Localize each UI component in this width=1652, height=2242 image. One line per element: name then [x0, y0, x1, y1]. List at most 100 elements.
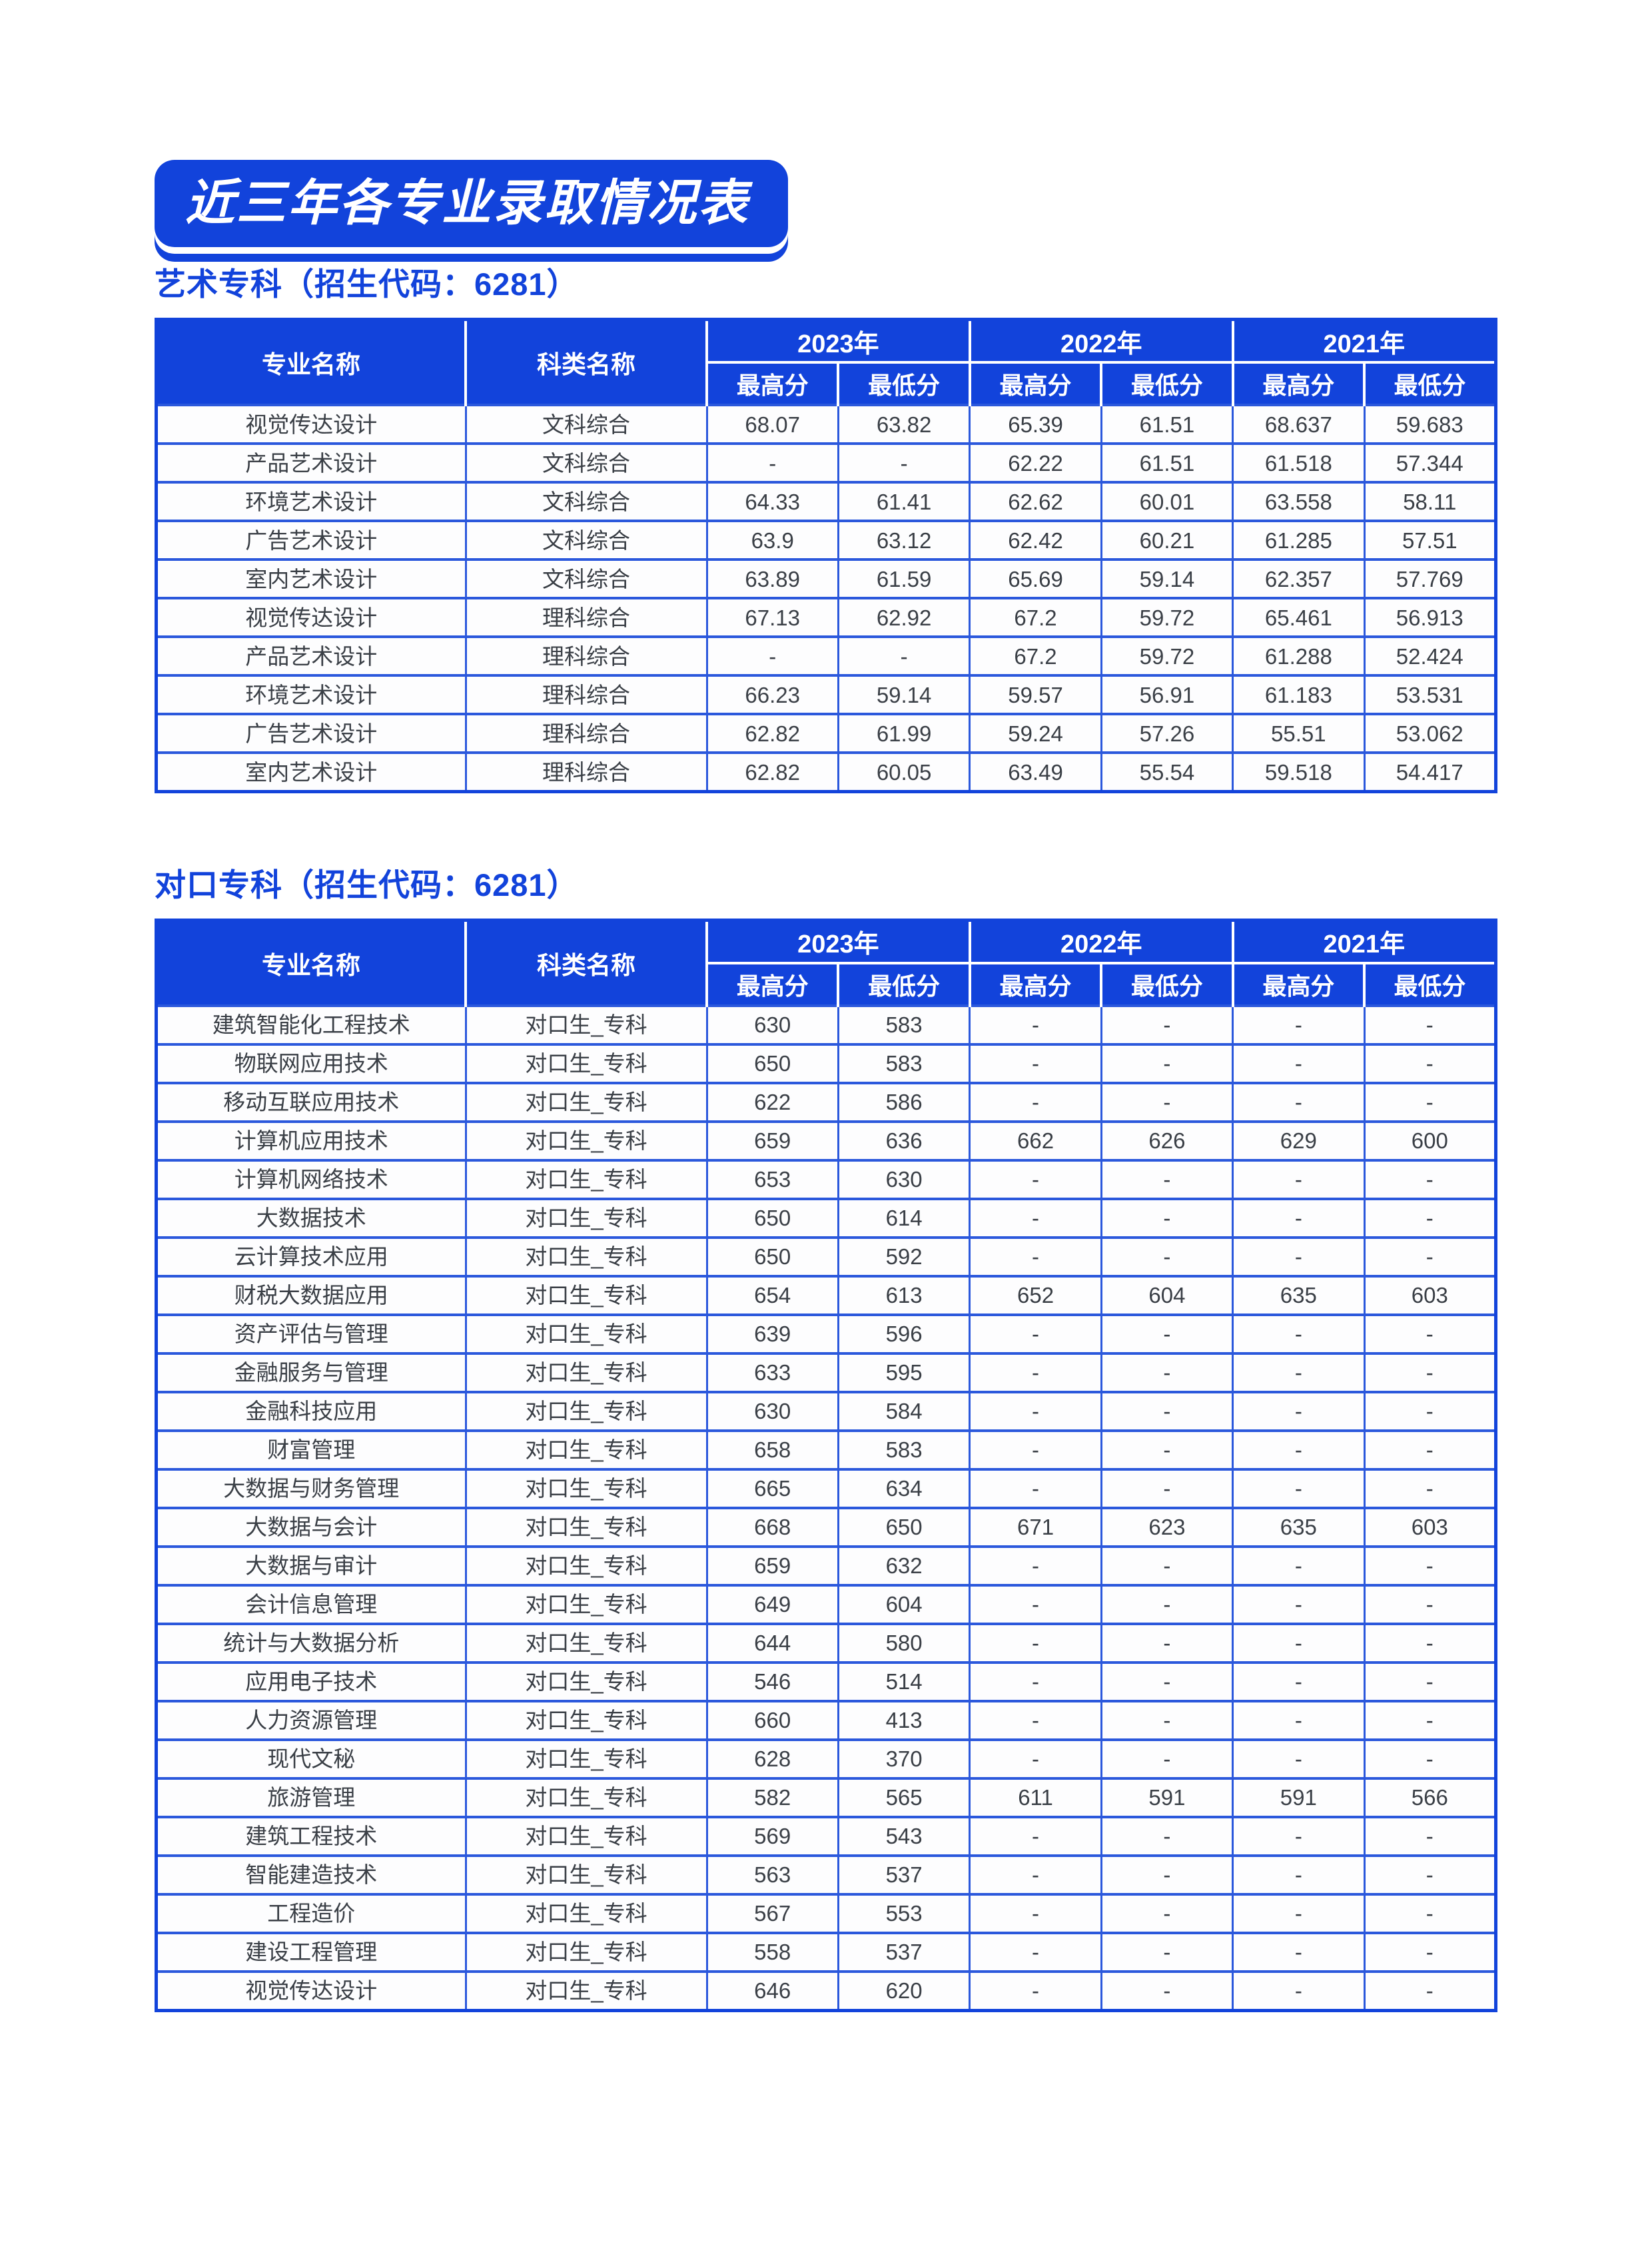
major-cell: 产品艺术设计: [155, 442, 467, 484]
score-cell: 63.9: [705, 520, 839, 561]
score-cell: 563: [705, 1854, 839, 1896]
table-row: 资产评估与管理 对口生_专科 639 596 - - - -: [155, 1313, 1497, 1355]
score-cell: -: [1232, 1892, 1366, 1934]
score-cell: -: [1232, 1351, 1366, 1393]
category-cell: 理科综合: [464, 713, 708, 754]
score-cell: 558: [705, 1931, 839, 1973]
min-score-header: 最低分: [1100, 361, 1234, 406]
score-cell: 59.57: [969, 674, 1102, 715]
score-cell: 611: [969, 1776, 1102, 1818]
score-cell: 370: [837, 1738, 971, 1780]
table-row: 建设工程管理 对口生_专科 558 537 - - - -: [155, 1931, 1497, 1973]
score-cell: 595: [837, 1351, 971, 1393]
major-col-header: 专业名称: [155, 318, 468, 406]
year-header-row: 专业名称 科类名称 2023年 2022年 2021年: [155, 919, 1497, 1006]
major-col-header: 专业名称: [155, 919, 468, 1006]
major-cell: 财税大数据应用: [155, 1274, 467, 1316]
score-cell: 604: [837, 1583, 971, 1625]
major-cell: 会计信息管理: [155, 1583, 467, 1625]
score-cell: -: [1363, 1854, 1497, 1896]
score-cell: 60.01: [1100, 481, 1234, 522]
score-cell: 635: [1232, 1506, 1366, 1548]
table-row: 应用电子技术 对口生_专科 546 514 - - - -: [155, 1661, 1497, 1702]
score-cell: -: [969, 1854, 1102, 1896]
year-header-row: 专业名称 科类名称 2023年 2022年 2021年: [155, 318, 1497, 406]
score-cell: -: [1100, 1622, 1234, 1664]
score-cell: -: [705, 442, 839, 484]
score-cell: -: [1100, 1158, 1234, 1200]
table-row: 金融科技应用 对口生_专科 630 584 - - - -: [155, 1390, 1497, 1432]
min-score-header: 最低分: [1363, 361, 1497, 406]
max-score-header: 最高分: [1231, 961, 1366, 1006]
score-cell: -: [1363, 1313, 1497, 1355]
score-cell: -: [969, 1545, 1102, 1587]
major-cell: 金融服务与管理: [155, 1351, 467, 1393]
score-cell: 54.417: [1363, 751, 1497, 793]
score-cell: -: [1363, 1004, 1497, 1046]
art-table-header: 专业名称 科类名称 2023年 2022年 2021年 最高分 最低分 最高分 …: [155, 318, 1497, 406]
category-cell: 理科综合: [464, 635, 708, 677]
score-cell: 543: [837, 1815, 971, 1857]
major-cell: 广告艺术设计: [155, 713, 467, 754]
major-cell: 大数据与会计: [155, 1506, 467, 1548]
score-cell: -: [1363, 1081, 1497, 1123]
score-cell: 546: [705, 1661, 839, 1702]
score-cell: 61.59: [837, 558, 971, 599]
score-cell: 63.558: [1232, 481, 1366, 522]
score-cell: 583: [837, 1042, 971, 1084]
score-cell: 662: [969, 1120, 1102, 1162]
score-cell: -: [837, 442, 971, 484]
major-cell: 现代文秘: [155, 1738, 467, 1780]
score-cell: 591: [1100, 1776, 1234, 1818]
score-cell: -: [1363, 1583, 1497, 1625]
table-row: 建筑工程技术 对口生_专科 569 543 - - - -: [155, 1815, 1497, 1857]
category-cell: 对口生_专科: [464, 1042, 708, 1084]
score-cell: 60.21: [1100, 520, 1234, 561]
score-cell: -: [1363, 1158, 1497, 1200]
table-row: 物联网应用技术 对口生_专科 650 583 - - - -: [155, 1042, 1497, 1084]
score-cell: -: [1100, 1892, 1234, 1934]
score-cell: 644: [705, 1622, 839, 1664]
category-cell: 对口生_专科: [464, 1699, 708, 1741]
score-cell: -: [1232, 1158, 1366, 1200]
score-cell: 604: [1100, 1274, 1234, 1316]
table-row: 统计与大数据分析 对口生_专科 644 580 - - - -: [155, 1622, 1497, 1664]
page-title: 近三年各专业录取情况表: [185, 175, 749, 230]
score-cell: -: [1363, 1892, 1497, 1934]
score-cell: 650: [705, 1236, 839, 1278]
score-cell: 660: [705, 1699, 839, 1741]
score-cell: -: [1100, 1313, 1234, 1355]
section-art-heading: 艺术专科（招生代码：6281）: [155, 266, 579, 302]
score-cell: 52.424: [1363, 635, 1497, 677]
category-cell: 对口生_专科: [464, 1738, 708, 1780]
score-cell: -: [1363, 1197, 1497, 1239]
year-2021-header: 2021年: [1231, 919, 1497, 964]
score-cell: 630: [837, 1158, 971, 1200]
table-row: 财富管理 对口生_专科 658 583 - - - -: [155, 1429, 1497, 1471]
score-cell: 58.11: [1363, 481, 1497, 522]
score-cell: 565: [837, 1776, 971, 1818]
min-score-header: 最低分: [837, 361, 971, 406]
score-cell: 652: [969, 1274, 1102, 1316]
score-cell: -: [705, 635, 839, 677]
table-row: 大数据技术 对口生_专科 650 614 - - - -: [155, 1197, 1497, 1239]
score-cell: 61.51: [1100, 404, 1234, 445]
score-cell: -: [969, 1738, 1102, 1780]
score-cell: -: [1363, 1467, 1497, 1509]
score-cell: 671: [969, 1506, 1102, 1548]
score-cell: 626: [1100, 1120, 1234, 1162]
score-cell: -: [1100, 1545, 1234, 1587]
score-cell: 65.69: [969, 558, 1102, 599]
score-cell: 658: [705, 1429, 839, 1471]
art-score-table: 专业名称 科类名称 2023年 2022年 2021年 最高分 最低分 最高分 …: [155, 318, 1497, 794]
score-cell: 56.913: [1363, 597, 1497, 638]
score-cell: -: [1100, 1467, 1234, 1509]
category-cell: 对口生_专科: [464, 1931, 708, 1973]
major-cell: 建设工程管理: [155, 1931, 467, 1973]
score-cell: 53.531: [1363, 674, 1497, 715]
score-cell: -: [969, 1429, 1102, 1471]
table-row: 视觉传达设计 文科综合 68.07 63.82 65.39 61.51 68.6…: [155, 404, 1497, 445]
score-cell: 654: [705, 1274, 839, 1316]
year-2022-header: 2022年: [968, 318, 1234, 364]
major-cell: 物联网应用技术: [155, 1042, 467, 1084]
